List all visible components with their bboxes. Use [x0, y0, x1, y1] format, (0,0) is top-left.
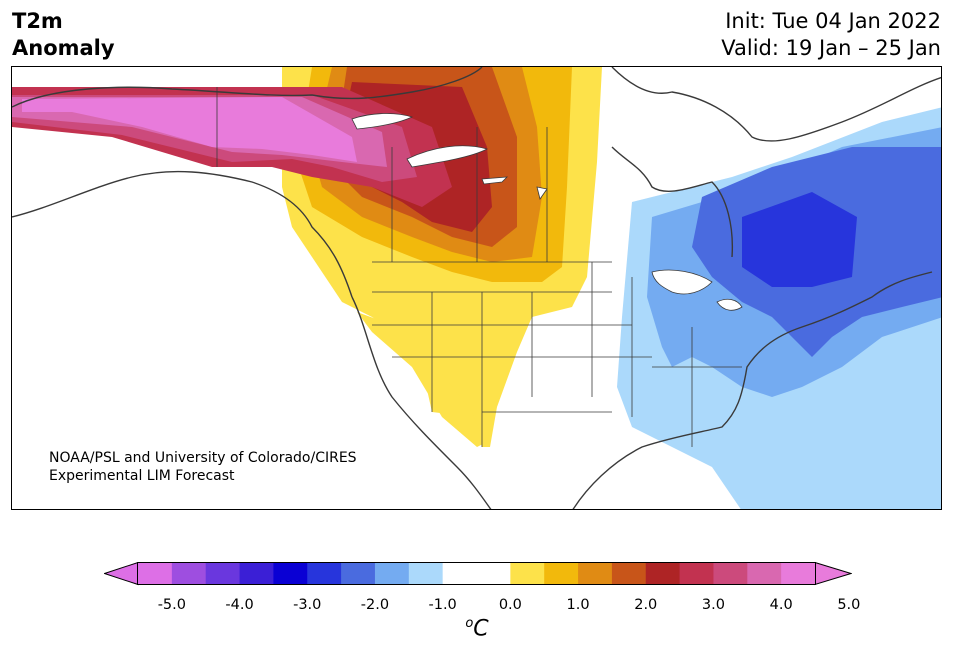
tick-label: 5.0	[837, 597, 861, 613]
colorbar-cell	[341, 562, 376, 585]
colorbar-cell	[747, 562, 782, 585]
anomaly-region-neg25c	[742, 192, 857, 287]
tick-label: -2.0	[360, 597, 390, 613]
tick-label: 4.0	[769, 597, 793, 613]
map-canvas	[12, 67, 941, 509]
title-line-2: Anomaly	[12, 36, 115, 60]
anomaly-region-1c-west	[357, 312, 487, 447]
tick-label: 1.0	[566, 597, 590, 613]
colorbar-cell	[273, 562, 308, 585]
colorbar-cell	[239, 562, 274, 585]
coastlines	[12, 67, 941, 509]
colorbar-cell	[205, 562, 240, 585]
tick-label: -4.0	[225, 597, 254, 613]
tick-label: -5.0	[157, 597, 186, 613]
tick-label: -3.0	[293, 597, 322, 613]
colorbar-cell	[611, 562, 647, 585]
colorbar-cell	[307, 562, 342, 585]
colorbar-ticks: -5.0 -4.0 -3.0 -2.0 -1.0 0.0 1.0 2.0 3.0 4.0 5.0	[0, 597, 953, 617]
colorbar-cell	[138, 562, 173, 585]
colorbar-cell	[442, 562, 477, 585]
colorbar-cell	[408, 562, 444, 585]
forecast-dates: Init: Tue 04 Jan 2022 Valid: 19 Jan – 25…	[721, 8, 941, 62]
political-borders	[216, 87, 742, 447]
colorbar-cell	[679, 562, 714, 585]
colorbar	[104, 562, 852, 586]
title-line-1: T2m	[12, 9, 63, 33]
map-title: T2m Anomaly	[12, 8, 115, 62]
tick-label: -1.0	[428, 597, 457, 613]
colorbar-outline	[137, 562, 816, 585]
colorbar-cell	[171, 562, 207, 585]
colorbar-cell	[510, 562, 545, 585]
unit-letter: C	[473, 616, 489, 642]
colorbar-cells	[104, 562, 852, 586]
credit-line-2: Experimental LIM Forecast	[49, 468, 235, 484]
tick-label: 0.0	[498, 597, 522, 613]
init-date: Init: Tue 04 Jan 2022	[725, 9, 941, 33]
tick-label: 2.0	[634, 597, 658, 613]
valid-range: Valid: 19 Jan – 25 Jan	[721, 36, 941, 60]
colorbar-unit: oC	[465, 616, 488, 641]
credit-line-1: NOAA/PSL and University of Colorado/CIRE…	[49, 450, 357, 466]
colorbar-extend-low	[104, 562, 139, 586]
unit-degree: o	[465, 616, 474, 631]
lakes	[351, 113, 743, 311]
colorbar-cell	[544, 562, 579, 585]
anomaly-map	[11, 66, 942, 510]
tick-label: 3.0	[701, 597, 725, 613]
colorbar-cell	[645, 562, 680, 585]
credit-text: NOAA/PSL and University of Colorado/CIRE…	[49, 449, 357, 485]
anomaly-region-5c	[22, 97, 357, 162]
colorbar-cell	[374, 562, 410, 585]
colorbar-extend-high	[814, 562, 852, 586]
colorbar-cell	[713, 562, 748, 585]
colorbar-cell	[578, 562, 613, 585]
colorbar-cell	[781, 562, 816, 585]
colorbar-cell	[476, 562, 511, 585]
